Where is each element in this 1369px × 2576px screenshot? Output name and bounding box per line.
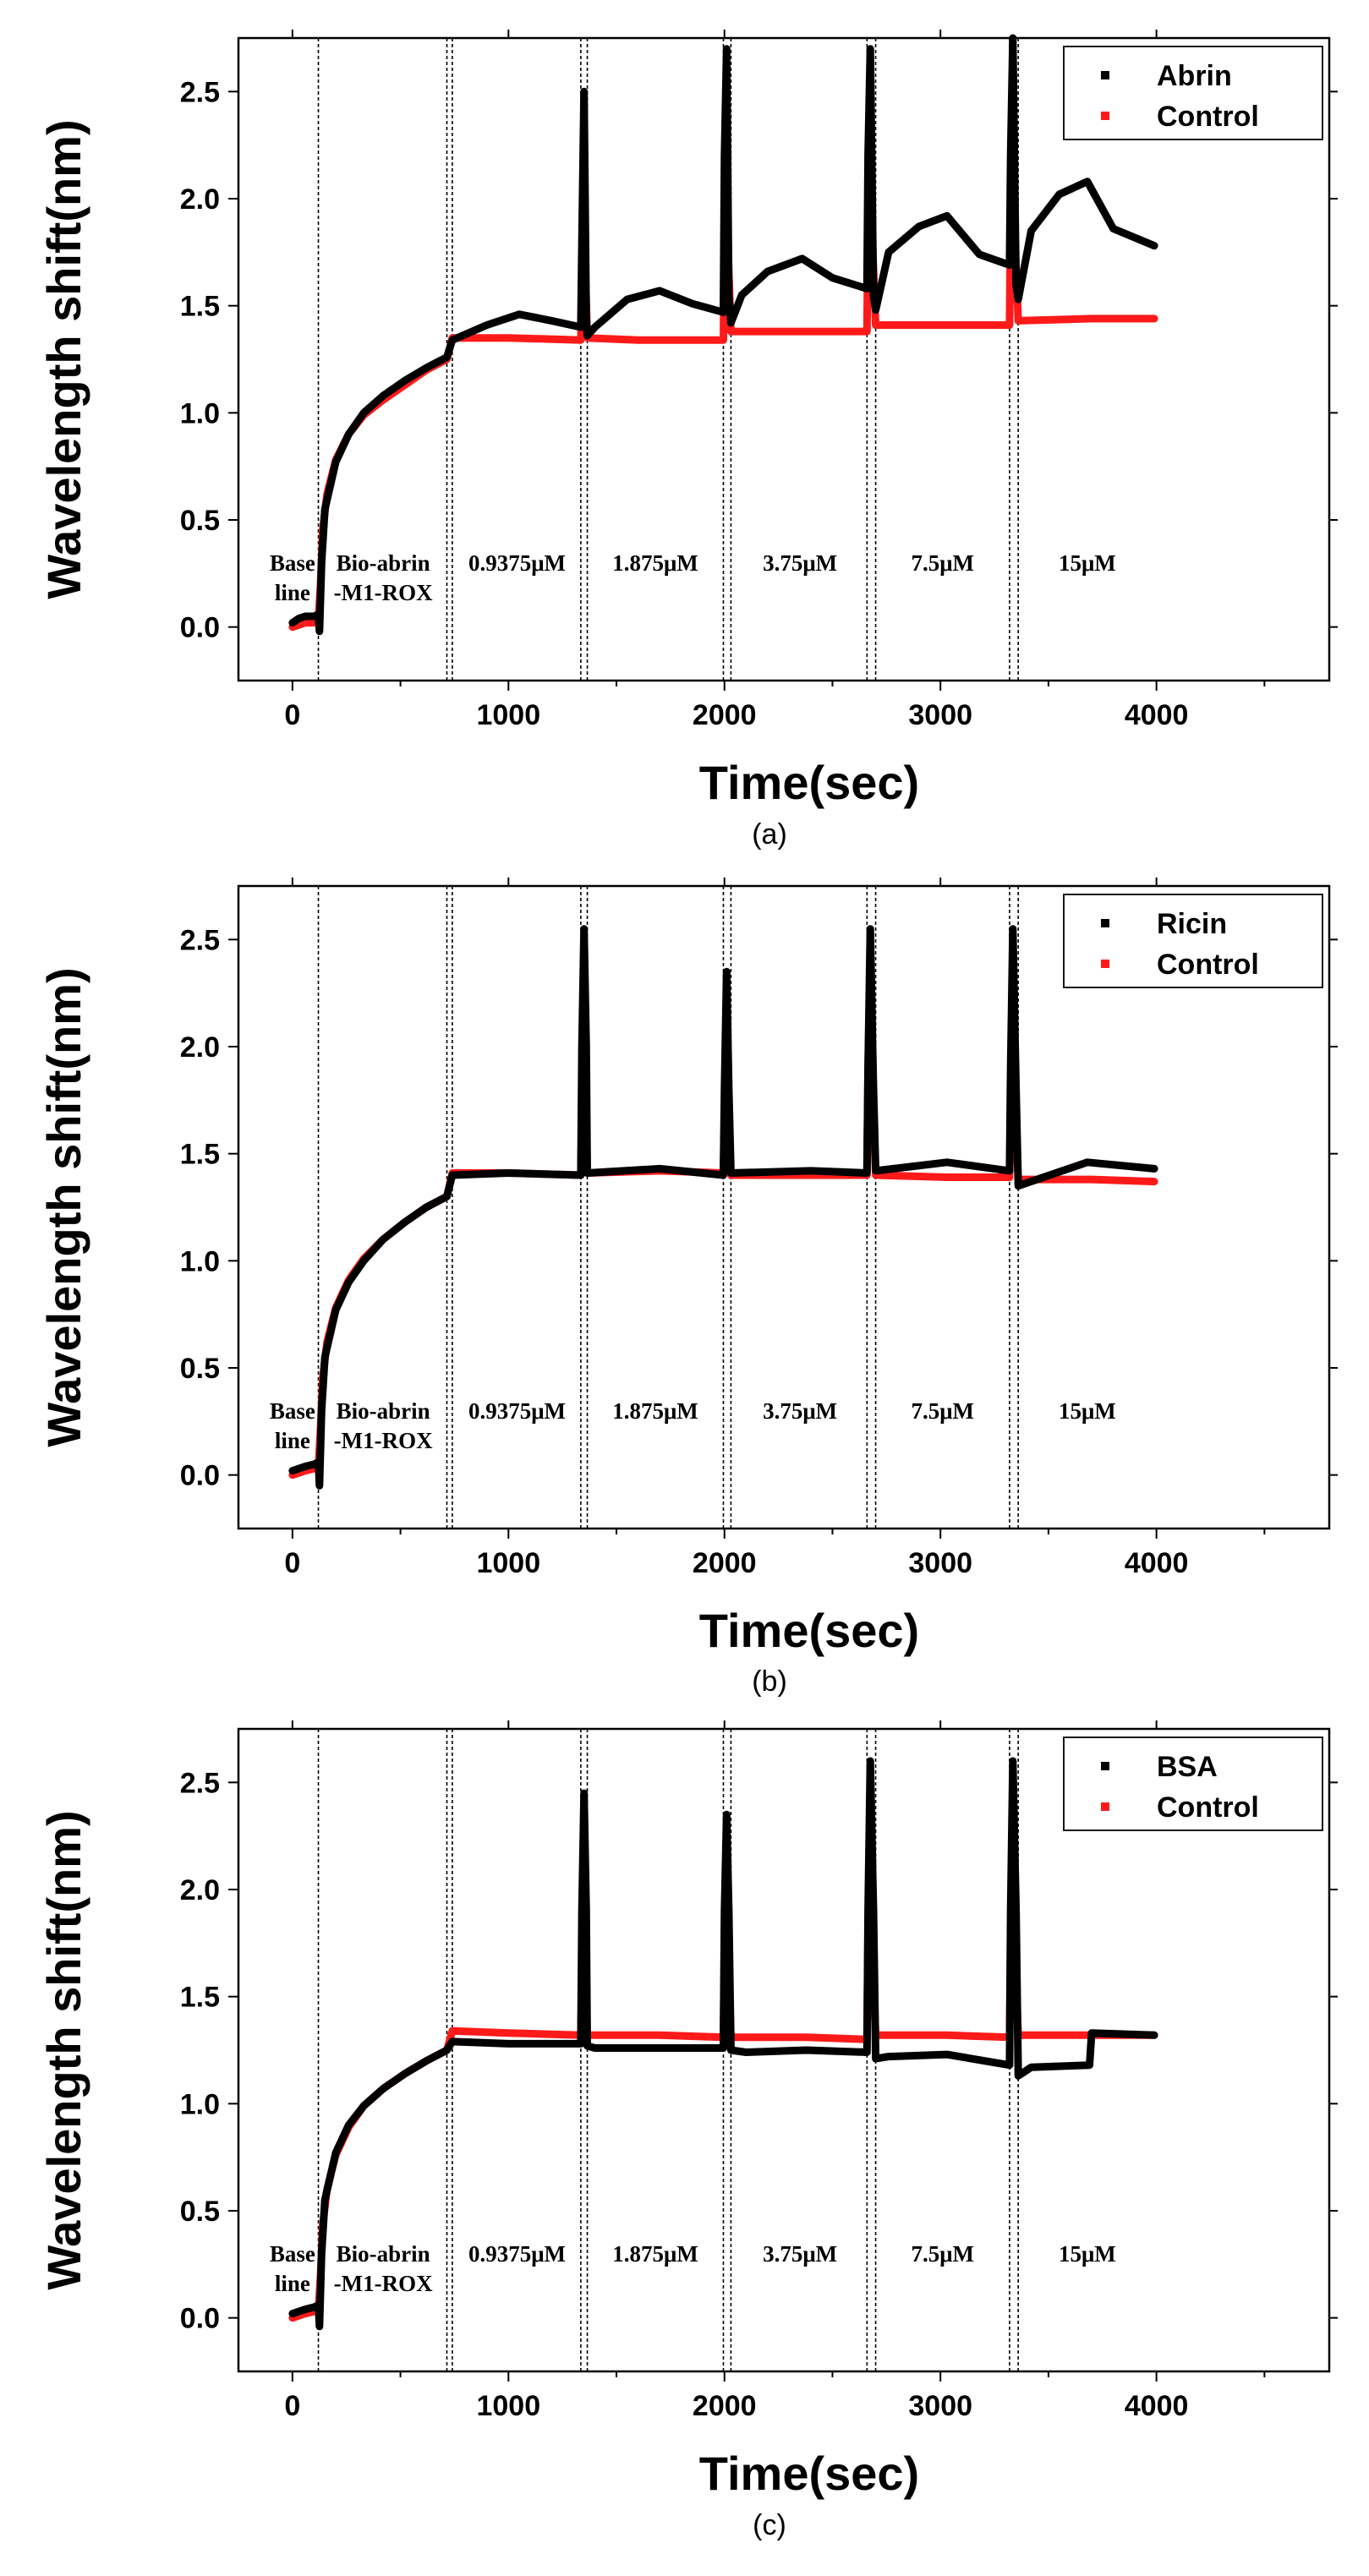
series-ricin (288, 925, 1158, 1490)
x-tick-label: 0 (284, 2390, 300, 2422)
y-tick-label: 2.5 (180, 76, 220, 108)
x-tick-label: 3000 (908, 1547, 972, 1579)
region-label: 3.75μM (763, 1398, 837, 1424)
chart-panel-1: 0 1000 2000 3000 4000 0.0 0.5 1.0 1.5 2.0 2.5 Time(… (37, 878, 1338, 1698)
y-axis-title: Wavelength shift(nm) (37, 119, 90, 599)
x-axis-title: Time(sec) (699, 1604, 919, 1657)
y-axis-title: Wavelength shift(nm) (37, 967, 90, 1447)
legend-marker-bsa (1101, 1762, 1109, 1770)
region-label: Bio-abrin (337, 550, 430, 576)
y-tick-label: 1.0 (180, 2088, 220, 2120)
region-label: -M1-ROX (334, 580, 433, 605)
legend-label-bsa: BSA (1157, 1751, 1218, 1783)
x-tick-label: 2000 (693, 1547, 757, 1579)
y-tick-label: 2.5 (180, 1767, 220, 1799)
legend-label-control: Control (1157, 1791, 1259, 1824)
legend-marker-control (1101, 112, 1109, 120)
legend-label-control: Control (1157, 949, 1259, 981)
x-tick-label: 1000 (476, 2390, 540, 2422)
series-bsa (288, 1757, 1158, 2331)
region-label: 3.75μM (763, 550, 837, 576)
legend-marker-control (1101, 1802, 1109, 1811)
x-axis-title: Time(sec) (699, 2447, 919, 2500)
x-tick-label: 2000 (693, 699, 757, 731)
region-label: Base (270, 2241, 315, 2267)
y-tick-label: 2.5 (180, 924, 220, 956)
plot-frame (237, 884, 1331, 1530)
region-label: line (275, 580, 310, 605)
legend-label-abrin: Abrin (1157, 60, 1232, 92)
region-label: 7.5μM (911, 2241, 974, 2267)
region-label: 1.875μM (612, 1398, 698, 1424)
x-tick-label: 3000 (908, 699, 972, 731)
y-axis-title: Wavelength shift(nm) (37, 1810, 90, 2289)
y-tick-label: 2.0 (180, 1874, 220, 1906)
x-tick-label: 4000 (1125, 1547, 1189, 1579)
region-label: 1.875μM (612, 550, 698, 576)
legend-label-ricin: Ricin (1157, 908, 1227, 940)
x-tick-label: 3000 (908, 2390, 972, 2422)
legend (1063, 894, 1323, 988)
region-label: line (275, 1428, 310, 1453)
region-label: 0.9375μM (468, 1398, 566, 1424)
region-label: 1.875μM (612, 2241, 698, 2267)
y-tick-label: 1.0 (180, 1245, 220, 1277)
y-tick-label: 0.5 (180, 2196, 220, 2228)
region-label: 15μM (1059, 1398, 1116, 1424)
y-tick-label: 1.0 (180, 397, 220, 429)
y-tick-label: 0.5 (180, 1353, 220, 1385)
chart-panel-0: 0 1000 2000 3000 4000 0.0 0.5 1.0 1.5 2.0 2.5 Time(… (37, 30, 1338, 850)
y-tick-label: 2.0 (180, 1031, 220, 1064)
region-label: 7.5μM (911, 550, 974, 576)
region-label: 0.9375μM (468, 2241, 566, 2267)
x-axis-title: Time(sec) (699, 756, 919, 809)
series-abrin (288, 34, 1158, 636)
region-label: -M1-ROX (334, 2271, 433, 2296)
legend-marker-control (1101, 960, 1109, 968)
region-label: Bio-abrin (337, 1398, 430, 1424)
y-tick-label: 0.0 (180, 2303, 220, 2335)
panel-caption: (a) (752, 818, 787, 850)
x-tick-label: 0 (284, 699, 300, 731)
y-tick-label: 1.5 (180, 291, 220, 323)
legend (1063, 46, 1323, 140)
x-tick-label: 4000 (1125, 2390, 1189, 2422)
plot-frame (237, 1727, 1331, 2373)
region-label: Base (270, 1398, 315, 1424)
x-tick-label: 0 (284, 1547, 300, 1579)
region-label: 7.5μM (911, 1398, 974, 1424)
region-label: line (275, 2271, 310, 2296)
region-label: -M1-ROX (334, 1428, 433, 1453)
region-label: Bio-abrin (337, 2241, 430, 2267)
region-label: Base (270, 550, 315, 576)
chart-panel-2: 0 1000 2000 3000 4000 0.0 0.5 1.0 1.5 2.0 2.5 Time(… (37, 1720, 1338, 2541)
region-label: 15μM (1059, 2241, 1116, 2267)
region-label: 0.9375μM (468, 550, 566, 576)
panel-caption: (c) (753, 2509, 786, 2541)
region-label: 15μM (1059, 550, 1116, 576)
y-tick-label: 0.0 (180, 1460, 220, 1492)
x-tick-label: 4000 (1125, 699, 1189, 731)
legend (1063, 1736, 1323, 1831)
legend-label-control: Control (1157, 101, 1259, 133)
panel-caption: (b) (752, 1665, 787, 1698)
x-tick-label: 1000 (476, 1547, 540, 1579)
legend-marker-abrin (1101, 71, 1109, 79)
x-tick-label: 1000 (476, 699, 540, 731)
region-label: 3.75μM (763, 2241, 837, 2267)
legend-marker-ricin (1101, 919, 1109, 927)
y-tick-label: 1.5 (180, 1139, 220, 1171)
y-tick-label: 0.5 (180, 505, 220, 537)
x-tick-label: 2000 (693, 2390, 757, 2422)
y-tick-label: 1.5 (180, 1982, 220, 2014)
plot-frame (237, 36, 1331, 682)
y-tick-label: 0.0 (180, 612, 220, 644)
y-tick-label: 2.0 (180, 183, 220, 216)
